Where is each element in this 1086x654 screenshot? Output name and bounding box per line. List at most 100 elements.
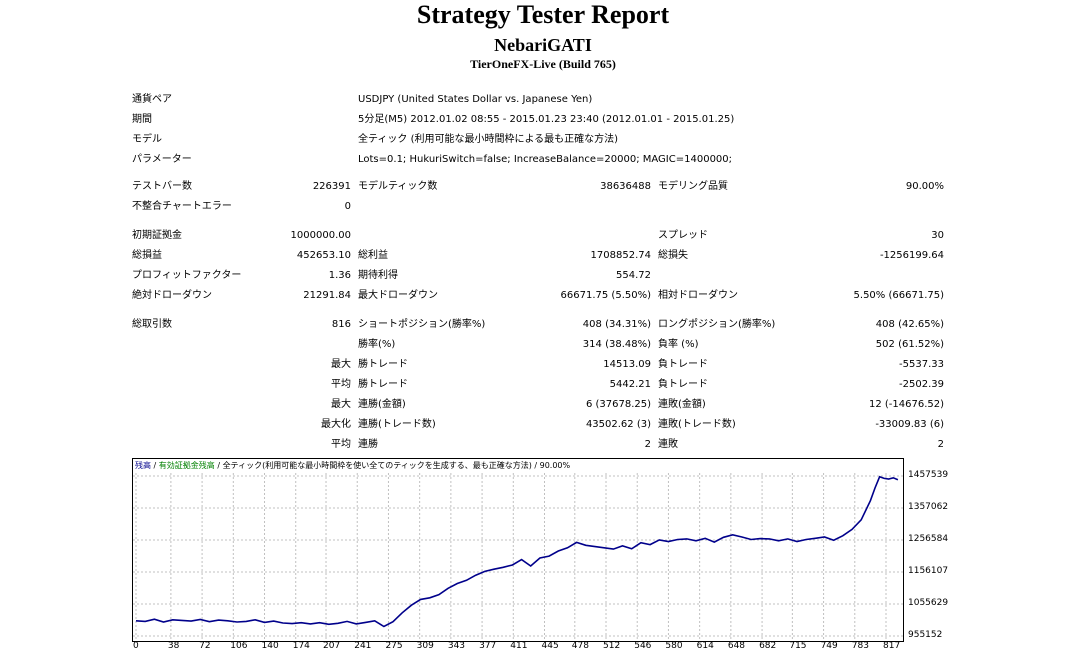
legend-balance: 残高 — [135, 461, 151, 470]
graph-legend: 残高 / 有効証拠金残高 / 全ティック(利用可能な最小時間枠を使い全てのティッ… — [135, 461, 570, 471]
net-profit-label: 総損益 — [132, 250, 162, 261]
x-tick-label: 0 — [133, 641, 139, 651]
largest-loss-label: 負トレード — [658, 359, 708, 370]
period-value: 5分足(M5) 2012.01.02 08:55 - 2015.01.23 23… — [358, 114, 735, 125]
parameters-label: パラメーター — [132, 154, 192, 165]
absolute-drawdown-value: 21291.84 — [303, 290, 351, 301]
mismatch-value: 0 — [344, 201, 351, 212]
y-tick-label: 1457539 — [908, 470, 949, 480]
short-positions-label: ショートポジション(勝率%) — [358, 319, 486, 330]
short-positions-value: 408 (34.31%) — [582, 319, 651, 330]
profit-trades-value: 314 (38.48%) — [582, 339, 651, 350]
loss-trades-value: 502 (61.52%) — [875, 339, 944, 350]
largest-profit-label: 勝トレード — [358, 359, 408, 370]
bars-label: テストバー数 — [132, 181, 192, 192]
x-tick-label: 715 — [789, 641, 807, 651]
deposit-value: 1000000.00 — [290, 230, 351, 241]
parameters-value: Lots=0.1; HukuriSwitch=false; IncreaseBa… — [358, 154, 733, 165]
gross-loss-label: 総損失 — [658, 250, 688, 261]
max-consecutive-wins-value: 6 (37678.25) — [585, 399, 651, 410]
balance-series-line — [135, 475, 899, 628]
gross-loss-value: -1256199.64 — [879, 250, 944, 261]
mismatch-label: 不整合チャートエラー — [132, 201, 232, 212]
average-label: 平均 — [331, 379, 351, 390]
x-tick-label: 445 — [541, 641, 559, 651]
long-positions-label: ロングポジション(勝率%) — [658, 319, 776, 330]
x-tick-label: 580 — [665, 641, 683, 651]
gross-profit-value: 1708852.74 — [590, 250, 651, 261]
model-label: モデル — [132, 134, 162, 145]
x-tick-label: 106 — [230, 641, 248, 651]
average-consecutive-label: 平均 — [331, 439, 351, 450]
absolute-drawdown-label: 絶対ドローダウン — [132, 290, 212, 301]
maximal-consecutive-profit-value: 43502.62 (3) — [585, 419, 651, 430]
x-tick-label: 174 — [292, 641, 310, 651]
profit-factor-value: 1.36 — [328, 270, 351, 281]
period-label: 期間 — [132, 114, 152, 125]
max-consecutive-losses-label: 連敗(金額) — [658, 399, 706, 410]
symbol-value: USDJPY (United States Dollar vs. Japanes… — [358, 94, 593, 105]
server-build: TierOneFX-Live (Build 765) — [470, 57, 616, 71]
x-tick-label: 309 — [416, 641, 434, 651]
x-tick-label: 275 — [385, 641, 403, 651]
x-tick-label: 682 — [759, 641, 777, 651]
legend-model: / 全ティック(利用可能な最小時間枠を使い全てのティックを生成する、最も正確な方… — [214, 461, 571, 470]
spread-label: スプレッド — [658, 230, 708, 241]
expected-payoff-value: 554.72 — [616, 270, 651, 281]
x-tick-label: 38 — [167, 641, 180, 651]
maximal-drawdown-label: 最大ドローダウン — [358, 290, 438, 301]
balance-graph: 残高 / 有効証拠金残高 / 全ティック(利用可能な最小時間枠を使い全てのティッ… — [132, 458, 904, 642]
y-tick-label: 1256584 — [908, 534, 949, 544]
y-tick-label: 1156107 — [908, 565, 949, 576]
average-consecutive-wins-value: 2 — [644, 439, 651, 450]
largest-profit-value: 14513.09 — [603, 359, 651, 370]
maximal-consecutive-loss-value: -33009.83 (6) — [875, 419, 944, 430]
gross-profit-label: 総利益 — [358, 250, 388, 261]
x-tick-label: 343 — [447, 641, 466, 651]
relative-drawdown-label: 相対ドローダウン — [658, 290, 738, 301]
expected-payoff-label: 期待利得 — [358, 270, 398, 281]
symbol-label: 通貨ペア — [132, 94, 172, 105]
y-tick-label: 955152 — [908, 630, 943, 640]
profit-trades-label: 勝率(%) — [358, 339, 396, 350]
loss-trades-label: 負率 (%) — [658, 339, 699, 350]
total-trades-value: 816 — [331, 319, 351, 330]
x-tick-label: 377 — [479, 641, 497, 651]
quality-label: モデリング品質 — [658, 181, 728, 192]
bars-value: 226391 — [312, 181, 351, 192]
average-loss-value: -2502.39 — [899, 379, 944, 390]
relative-drawdown-value: 5.50% (66671.75) — [853, 290, 944, 301]
model-value: 全ティック (利用可能な最小時間枠による最も正確な方法) — [358, 134, 619, 145]
legend-separator: / — [151, 461, 159, 470]
max-consecutive-losses-value: 12 (-14676.52) — [868, 399, 944, 410]
expert-advisor-name: NebariGATI — [494, 35, 592, 55]
x-tick-label: 478 — [571, 641, 589, 651]
max-consecutive-wins-label: 連勝(金額) — [358, 399, 406, 410]
quality-value: 90.00% — [905, 181, 944, 192]
y-tick-label: 1357062 — [908, 501, 949, 512]
largest-label: 最大 — [331, 359, 351, 370]
x-tick-label: 783 — [851, 641, 869, 651]
average-consecutive-losses-value: 2 — [937, 439, 944, 450]
total-trades-label: 総取引数 — [132, 319, 172, 330]
maximum-label: 最大 — [331, 399, 351, 410]
ticks-value: 38636488 — [600, 181, 651, 192]
ticks-label: モデルティック数 — [358, 181, 438, 192]
average-consecutive-losses-label: 連敗 — [658, 439, 678, 450]
x-tick-label: 512 — [603, 641, 621, 651]
x-tick-label: 546 — [634, 641, 652, 651]
x-tick-label: 140 — [261, 641, 279, 651]
maximal-consecutive-loss-label: 連敗(トレード数) — [658, 419, 736, 430]
deposit-label: 初期証拠金 — [132, 230, 182, 241]
average-consecutive-wins-label: 連勝 — [358, 439, 378, 450]
x-tick-label: 817 — [883, 641, 901, 651]
x-tick-label: 648 — [727, 641, 746, 651]
largest-loss-value: -5537.33 — [899, 359, 944, 370]
spread-value: 30 — [931, 230, 944, 241]
x-tick-label: 411 — [510, 641, 528, 651]
maximal-drawdown-value: 66671.75 (5.50%) — [560, 290, 651, 301]
profit-factor-label: プロフィットファクター — [132, 270, 242, 281]
legend-equity: 有効証拠金残高 — [158, 461, 215, 470]
x-tick-label: 72 — [199, 641, 211, 651]
balance-chart — [133, 473, 903, 641]
